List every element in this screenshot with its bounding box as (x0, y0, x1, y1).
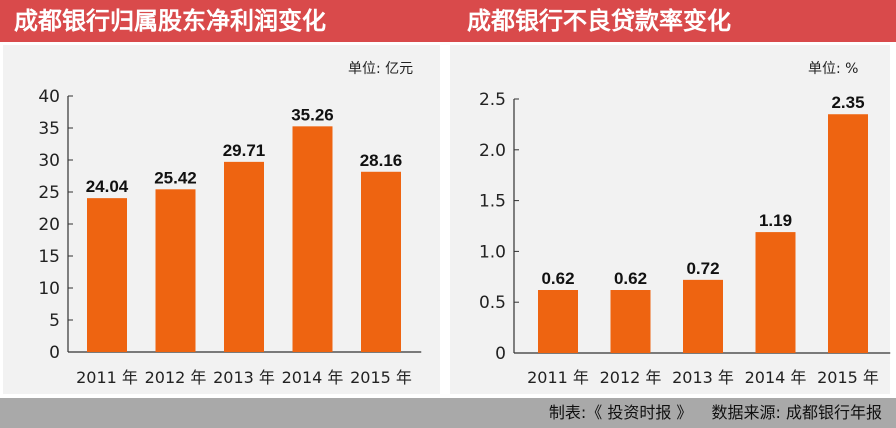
y-tick-label-right: 1.5 (479, 192, 506, 212)
data-label-left: 25.42 (154, 168, 197, 187)
bar-right (755, 232, 796, 353)
data-label-left: 29.71 (223, 141, 266, 160)
bar-right (610, 290, 651, 353)
x-tick-label-left: 2011 年 (76, 368, 138, 387)
y-tick-label-right: 0.5 (479, 293, 506, 313)
y-tick-label-right: 2.5 (479, 90, 506, 110)
title-banner: 成都银行归属股东净利润变化 成都银行不良贷款率变化 (0, 0, 896, 42)
x-tick-label-right: 2012 年 (600, 368, 662, 387)
unit-label-left: 单位: 亿元 (348, 61, 414, 77)
data-label-left: 28.16 (360, 151, 403, 170)
bar-right (538, 290, 578, 353)
x-tick-label-left: 2013 年 (213, 368, 275, 387)
footer-text: 制表:《 投资时报 》 数据来源: 成都银行年报 (535, 402, 882, 424)
x-tick-label-left: 2012 年 (145, 368, 207, 387)
x-tick-label-right: 2013 年 (672, 368, 734, 387)
data-label-right: 1.19 (759, 211, 792, 230)
unit-label-right: 单位: % (808, 61, 859, 77)
chart-title-left: 成都银行归属股东净利润变化 (14, 7, 326, 35)
x-tick-label-right: 2014 年 (745, 368, 807, 387)
y-tick-label-left: 15 (38, 247, 60, 267)
bar-right (683, 279, 723, 353)
data-label-right: 0.62 (614, 269, 647, 288)
y-tick-label-left: 35 (38, 119, 60, 139)
x-tick-label-left: 2015 年 (350, 368, 412, 387)
footer-bar: 制表:《 投资时报 》 数据来源: 成都银行年报 (0, 398, 896, 428)
footer-maker: 制表:《 投资时报 》 (548, 403, 693, 422)
data-label-left: 35.26 (291, 105, 334, 124)
y-tick-label-left: 25 (38, 183, 60, 203)
y-tick-label-left: 40 (38, 87, 60, 107)
y-tick-label-left: 30 (38, 151, 60, 171)
x-tick-label-right: 2015 年 (817, 368, 879, 387)
bar-left (155, 189, 196, 352)
y-tick-label-left: 10 (38, 279, 60, 299)
data-label-right: 0.72 (686, 259, 719, 278)
y-tick-label-right: 2.0 (479, 141, 506, 161)
y-tick-label-left: 20 (38, 215, 60, 235)
x-tick-label-left: 2014 年 (282, 368, 344, 387)
y-tick-label-left: 0 (49, 343, 60, 363)
data-label-right: 2.35 (831, 93, 864, 112)
x-tick-label-right: 2011 年 (527, 368, 589, 387)
data-label-right: 0.62 (541, 269, 574, 288)
bar-left (224, 161, 264, 352)
y-tick-label-left: 5 (49, 311, 60, 331)
y-tick-label-right: 1.0 (479, 242, 506, 262)
chart-title-right: 成都银行不良贷款率变化 (467, 7, 731, 35)
y-tick-label-right: 0 (495, 344, 506, 364)
data-label-left: 24.04 (86, 177, 129, 196)
bar-left (292, 126, 333, 352)
bar-left (361, 171, 401, 352)
chart-panel-right (450, 45, 890, 394)
footer-source: 数据来源: 成都银行年报 (711, 403, 882, 422)
bar-right (828, 114, 868, 354)
bar-left (87, 198, 127, 352)
